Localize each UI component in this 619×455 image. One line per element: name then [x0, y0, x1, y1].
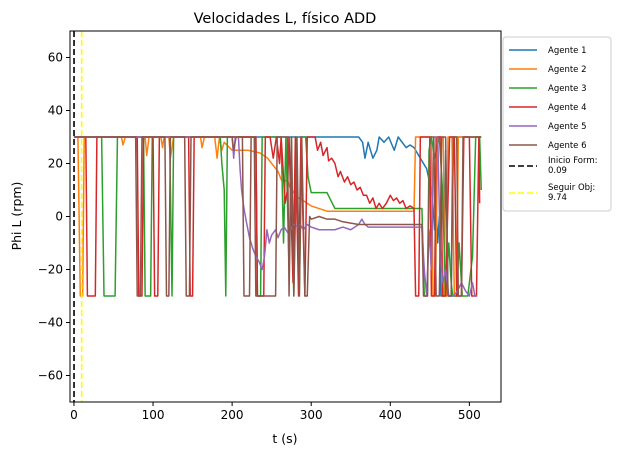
- y-tick-label: −40: [38, 316, 63, 330]
- legend: Agente 1 Agente 2 Agente 3 Agente 4 Agente 5…: [502, 36, 612, 212]
- y-tick-label: 20: [48, 157, 63, 171]
- y-tick-label: 40: [48, 104, 63, 118]
- legend-box: [502, 36, 612, 212]
- series-layer: [73, 136, 482, 297]
- y-tick-label: 0: [55, 210, 63, 224]
- x-tick-label: 400: [379, 408, 402, 422]
- x-axis-label: t (s): [272, 431, 297, 446]
- x-tick-label: 100: [142, 408, 165, 422]
- x-tick-label: 300: [300, 408, 323, 422]
- chart-title: Velocidades L, físico ADD: [194, 11, 377, 27]
- x-axis: 0 100 200 300 400 500: [70, 402, 481, 422]
- x-tick-label: 200: [221, 408, 244, 422]
- legend-label-vline-2: Seguir Obj: 9.74: [548, 183, 595, 203]
- y-tick-label: 60: [48, 51, 63, 65]
- y-axis: −60 −40 −20 0 20 40 60: [38, 51, 70, 383]
- series-line-agente-5: [73, 136, 478, 297]
- y-axis-label: Phi L (rpm): [9, 182, 24, 251]
- x-tick-label: 500: [458, 408, 481, 422]
- x-tick-label: 0: [70, 408, 78, 422]
- legend-label-agente-1: Agente 1: [548, 46, 587, 56]
- y-tick-label: −20: [38, 263, 63, 277]
- series-line-agente-1: [73, 136, 482, 297]
- vline-layer: [73, 31, 83, 402]
- legend-label-agente-6: Agente 6: [548, 141, 587, 151]
- legend-label-agente-4: Agente 4: [548, 103, 587, 113]
- series-line-agente-6: [73, 136, 482, 297]
- legend-label-agente-2: Agente 2: [548, 65, 587, 75]
- legend-label-vline-1: Inicio Form: 0.09: [548, 156, 597, 176]
- legend-label-agente-5: Agente 5: [548, 122, 587, 132]
- legend-label-agente-3: Agente 3: [548, 84, 587, 94]
- y-tick-label: −60: [38, 369, 63, 383]
